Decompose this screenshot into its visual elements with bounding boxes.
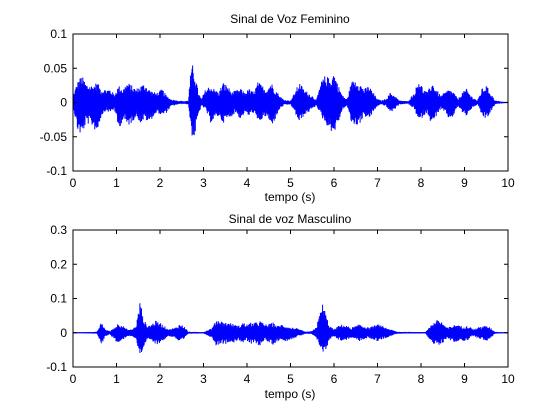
x-axis-label: tempo (s) [265, 190, 316, 204]
x-tick-label: 10 [501, 176, 515, 190]
x-axis-ticks: 0 1 2 3 4 5 6 7 8 9 10 [70, 230, 515, 386]
x-tick-label: 0 [70, 372, 77, 386]
y-tick-label: 0 [60, 96, 67, 110]
x-tick-label: 1 [113, 176, 120, 190]
plot-title: Sinal de voz Masculino [229, 212, 352, 226]
x-tick-label: 9 [461, 372, 468, 386]
x-tick-label: 1 [113, 372, 120, 386]
x-tick-label: 8 [418, 176, 425, 190]
x-tick-label: 6 [331, 176, 338, 190]
x-axis-label: tempo (s) [265, 387, 316, 401]
x-tick-label: 2 [157, 372, 164, 386]
x-axis-ticks: 0 1 2 3 4 5 6 7 8 9 10 [70, 34, 515, 190]
y-tick-label: 0.1 [50, 292, 67, 306]
waveform [73, 303, 508, 353]
male-voice-plot: Sinal de voz Masculino 0 1 2 3 4 5 6 7 8 9 10 -0.1… [46, 212, 515, 401]
x-tick-label: 0 [70, 176, 77, 190]
x-tick-label: 10 [501, 372, 515, 386]
x-tick-label: 5 [287, 176, 294, 190]
x-tick-label: 3 [200, 176, 207, 190]
x-tick-label: 3 [200, 372, 207, 386]
x-tick-label: 2 [157, 176, 164, 190]
y-tick-label: -0.05 [40, 130, 68, 144]
x-tick-label: 4 [244, 372, 251, 386]
y-tick-label: 0.3 [50, 223, 67, 237]
y-tick-label: 0.1 [50, 27, 67, 41]
y-tick-label: 0 [60, 326, 67, 340]
y-tick-label: -0.1 [46, 360, 67, 374]
x-tick-label: 8 [418, 372, 425, 386]
y-axis-ticks: -0.1 0 0.1 0.2 0.3 [46, 223, 508, 374]
y-axis-ticks: -0.1 -0.05 0 0.05 0.1 [40, 27, 508, 178]
y-tick-label: -0.1 [46, 164, 67, 178]
y-tick-label: 0.2 [50, 257, 67, 271]
x-tick-label: 4 [244, 176, 251, 190]
x-tick-label: 5 [287, 372, 294, 386]
x-tick-label: 7 [374, 176, 381, 190]
plot-title: Sinal de Voz Feminino [230, 12, 350, 26]
x-tick-label: 6 [331, 372, 338, 386]
x-tick-label: 9 [461, 176, 468, 190]
female-voice-plot: Sinal de Voz Feminino 0 1 2 3 4 5 6 7 8 9 10 -0.1-… [40, 12, 515, 204]
y-tick-label: 0.05 [44, 61, 68, 75]
x-tick-label: 7 [374, 372, 381, 386]
waveform [72, 65, 508, 136]
